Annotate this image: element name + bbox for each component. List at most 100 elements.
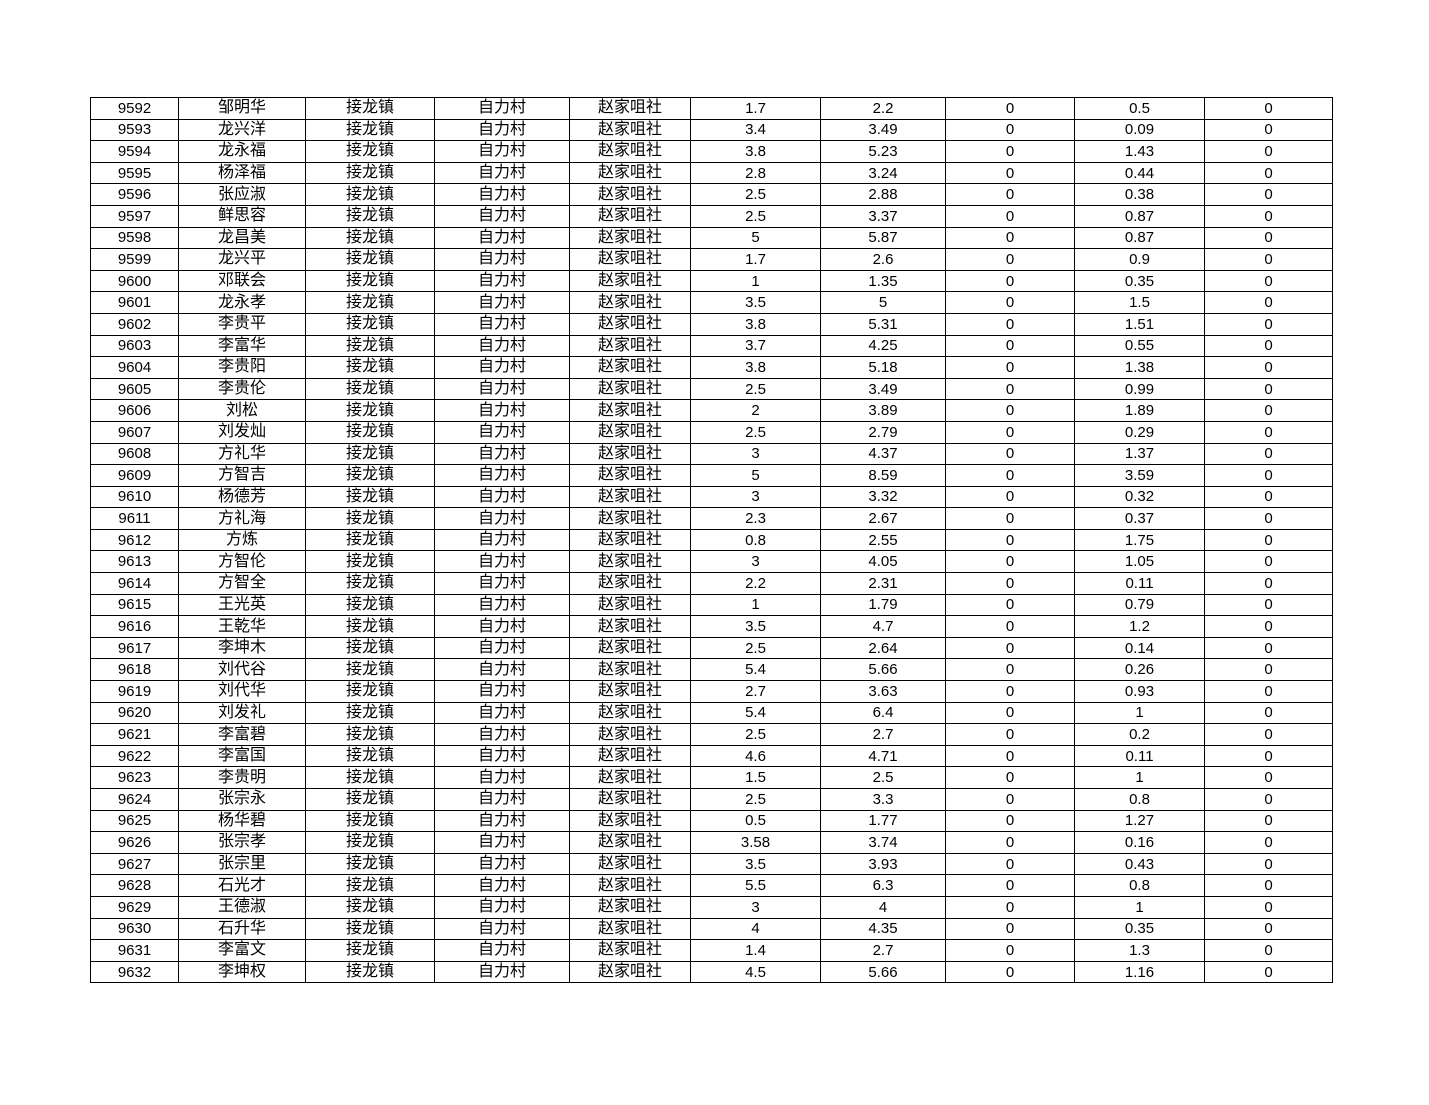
cell-value-2: 4.7 — [820, 615, 946, 638]
cell-hamlet: 赵家咀社 — [569, 507, 691, 530]
cell-village: 自力村 — [434, 248, 570, 271]
table-row: 9606 刘松 接龙镇 自力村 赵家咀社 2 3.89 0 1.89 0 — [90, 399, 1333, 422]
cell-person-name: 李富华 — [178, 334, 306, 358]
cell-hamlet: 赵家咀社 — [569, 572, 691, 595]
cell-value-5: 0 — [1204, 917, 1333, 941]
cell-value-2: 3.93 — [820, 852, 946, 876]
cell-person-name: 石升华 — [178, 917, 306, 941]
cell-value-1: 1.5 — [690, 766, 821, 789]
cell-value-5: 0 — [1204, 680, 1333, 703]
cell-value-1: 3.58 — [690, 831, 821, 854]
cell-village: 自力村 — [434, 615, 570, 638]
cell-value-5: 0 — [1204, 507, 1333, 530]
cell-town: 接龙镇 — [305, 442, 435, 466]
cell-town: 接龙镇 — [305, 701, 435, 725]
cell-value-3: 0 — [945, 291, 1075, 314]
cell-value-3: 0 — [945, 420, 1075, 444]
cell-value-3: 0 — [945, 442, 1075, 466]
cell-village: 自力村 — [434, 420, 570, 444]
cell-value-2: 4.71 — [820, 744, 946, 768]
table-row: 9597 鲜思容 接龙镇 自力村 赵家咀社 2.5 3.37 0 0.87 0 — [90, 204, 1333, 228]
cell-hamlet: 赵家咀社 — [569, 744, 691, 768]
cell-person-name: 龙永孝 — [178, 291, 306, 314]
cell-person-name: 方礼华 — [178, 442, 306, 466]
cell-person-name: 李贵伦 — [178, 377, 306, 401]
cell-value-1: 3.8 — [690, 140, 821, 163]
cell-value-5: 0 — [1204, 140, 1333, 163]
cell-person-name: 鲜思容 — [178, 204, 306, 228]
table-row: 9622 李富国 接龙镇 自力村 赵家咀社 4.6 4.71 0 0.11 0 — [90, 744, 1333, 768]
cell-village: 自力村 — [434, 377, 570, 401]
table-row: 9626 张宗孝 接龙镇 自力村 赵家咀社 3.58 3.74 0 0.16 0 — [90, 831, 1333, 854]
cell-value-5: 0 — [1204, 788, 1333, 811]
cell-value-4: 1.38 — [1074, 356, 1205, 379]
cell-value-5: 0 — [1204, 377, 1333, 401]
data-table: 9592 邹明华 接龙镇 自力村 赵家咀社 1.7 2.2 0 0.5 0 9593 龙兴洋 接龙镇 自力… — [90, 97, 1333, 984]
cell-value-1: 1.4 — [690, 939, 821, 962]
table-row: 9625 杨华碧 接龙镇 自力村 赵家咀社 0.5 1.77 0 1.27 0 — [90, 809, 1333, 833]
cell-value-5: 0 — [1204, 550, 1333, 574]
cell-value-4: 0.35 — [1074, 917, 1205, 941]
cell-value-5: 0 — [1204, 97, 1333, 120]
cell-village: 自力村 — [434, 118, 570, 142]
cell-village: 自力村 — [434, 312, 570, 336]
cell-person-name: 李贵阳 — [178, 356, 306, 379]
cell-hamlet: 赵家咀社 — [569, 442, 691, 466]
cell-hamlet: 赵家咀社 — [569, 161, 691, 185]
cell-town: 接龙镇 — [305, 615, 435, 638]
cell-village: 自力村 — [434, 464, 570, 487]
cell-town: 接龙镇 — [305, 97, 435, 120]
cell-value-4: 0.8 — [1074, 874, 1205, 897]
cell-value-3: 0 — [945, 744, 1075, 768]
cell-value-2: 5.66 — [820, 960, 946, 984]
cell-value-4: 0.26 — [1074, 658, 1205, 682]
cell-village: 自力村 — [434, 442, 570, 466]
table-row: 9619 刘代华 接龙镇 自力村 赵家咀社 2.7 3.63 0 0.93 0 — [90, 680, 1333, 703]
cell-person-name: 张宗里 — [178, 852, 306, 876]
cell-row-id: 9609 — [90, 464, 179, 487]
cell-value-1: 5.4 — [690, 701, 821, 725]
cell-village: 自力村 — [434, 809, 570, 833]
cell-row-id: 9627 — [90, 852, 179, 876]
cell-value-3: 0 — [945, 895, 1075, 919]
cell-hamlet: 赵家咀社 — [569, 420, 691, 444]
cell-value-4: 0.44 — [1074, 161, 1205, 185]
document-page: 9592 邹明华 接龙镇 自力村 赵家咀社 1.7 2.2 0 0.5 0 9593 龙兴洋 接龙镇 自力… — [90, 97, 1333, 984]
cell-value-4: 1 — [1074, 701, 1205, 725]
cell-row-id: 9595 — [90, 161, 179, 185]
cell-value-3: 0 — [945, 356, 1075, 379]
cell-value-4: 0.2 — [1074, 723, 1205, 746]
cell-village: 自力村 — [434, 204, 570, 228]
cell-row-id: 9605 — [90, 377, 179, 401]
cell-value-4: 1 — [1074, 766, 1205, 789]
cell-row-id: 9632 — [90, 960, 179, 984]
table-row: 9594 龙永福 接龙镇 自力村 赵家咀社 3.8 5.23 0 1.43 0 — [90, 140, 1333, 163]
cell-value-5: 0 — [1204, 636, 1333, 660]
cell-person-name: 王德淑 — [178, 895, 306, 919]
cell-value-2: 3.63 — [820, 680, 946, 703]
cell-value-3: 0 — [945, 269, 1075, 293]
cell-row-id: 9607 — [90, 420, 179, 444]
cell-value-2: 8.59 — [820, 464, 946, 487]
cell-town: 接龙镇 — [305, 226, 435, 250]
cell-value-2: 2.55 — [820, 528, 946, 552]
cell-value-2: 5.23 — [820, 140, 946, 163]
cell-row-id: 9619 — [90, 680, 179, 703]
cell-hamlet: 赵家咀社 — [569, 636, 691, 660]
cell-value-1: 3.5 — [690, 291, 821, 314]
cell-town: 接龙镇 — [305, 744, 435, 768]
cell-row-id: 9604 — [90, 356, 179, 379]
cell-village: 自力村 — [434, 399, 570, 422]
table-row: 9621 李富碧 接龙镇 自力村 赵家咀社 2.5 2.7 0 0.2 0 — [90, 723, 1333, 746]
cell-value-4: 1.16 — [1074, 960, 1205, 984]
cell-value-2: 3.32 — [820, 485, 946, 509]
cell-value-4: 0.9 — [1074, 248, 1205, 271]
cell-value-3: 0 — [945, 874, 1075, 897]
table-row: 9631 李富文 接龙镇 自力村 赵家咀社 1.4 2.7 0 1.3 0 — [90, 939, 1333, 962]
cell-value-3: 0 — [945, 204, 1075, 228]
cell-town: 接龙镇 — [305, 269, 435, 293]
cell-value-4: 3.59 — [1074, 464, 1205, 487]
cell-value-3: 0 — [945, 658, 1075, 682]
table-row: 9608 方礼华 接龙镇 自力村 赵家咀社 3 4.37 0 1.37 0 — [90, 442, 1333, 466]
cell-value-3: 0 — [945, 334, 1075, 358]
